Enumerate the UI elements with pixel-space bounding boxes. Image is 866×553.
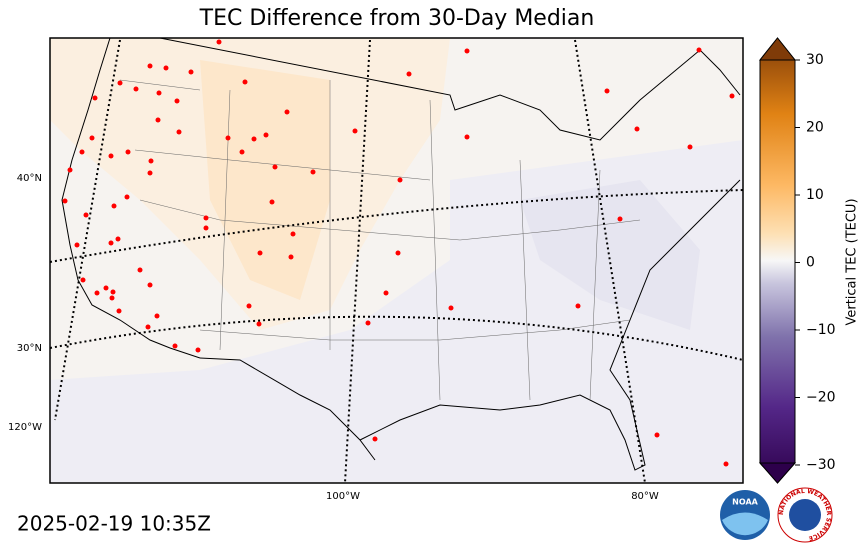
colorbar-tick-label: −10: [806, 322, 836, 338]
map-frame: [49, 37, 744, 484]
state-border: [119, 79, 641, 401]
positive-region: [200, 60, 330, 300]
colorbar-tick-label: −20: [806, 390, 836, 406]
stations: [62, 39, 735, 467]
colorbar-tick-label: −30: [806, 457, 836, 473]
coastline: [199, 179, 741, 471]
colorbar-tick-label: 10: [806, 187, 824, 203]
colorbar-body: [759, 37, 796, 484]
nws-logo: NATIONAL WEATHER SERVICE: [777, 487, 833, 543]
colorbar-tick-label: 30: [806, 52, 824, 68]
title: TEC Difference from 30-Day Median: [199, 6, 595, 31]
colorbar: Vertical TEC (TECU) −30 −20 −10 0 10 20 30: [758, 37, 860, 484]
lat-label: 40°N: [17, 173, 42, 184]
lat-label: 30°N: [17, 343, 42, 354]
colorbar-extend: [758, 462, 797, 484]
noaa-wave: [722, 512, 768, 536]
colorbar-label: Vertical TEC (TECU): [845, 198, 860, 325]
coastline: [61, 38, 741, 359]
map: [50, 38, 743, 483]
timestamp: 2025-02-19 10:35Z: [17, 512, 211, 536]
noaa-text: NOAA: [732, 498, 758, 507]
nws-inner: [789, 499, 821, 531]
negative-region: [520, 180, 700, 330]
colorbar-extend: [758, 37, 797, 61]
lon-label: 100°W: [326, 491, 360, 502]
lon-label: 120°W: [8, 422, 42, 433]
noaa-logo: NOAA: [720, 490, 770, 540]
colorbar-tick-label: 20: [806, 120, 824, 136]
graticule: [50, 39, 743, 483]
colorbar-tick-label: 0: [806, 255, 815, 271]
lon-label: 80°W: [631, 491, 659, 502]
